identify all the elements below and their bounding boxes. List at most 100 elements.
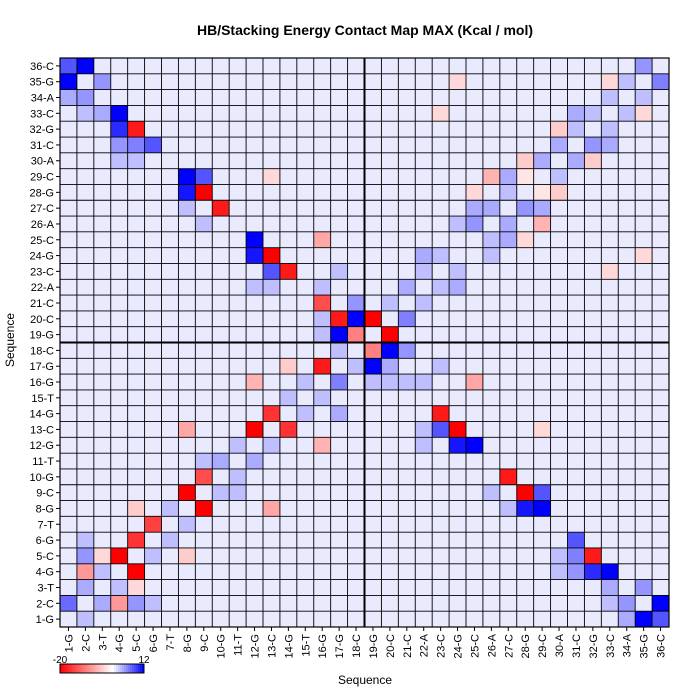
heatmap-cell [652,595,669,612]
heatmap-cell [330,595,348,612]
heatmap-cell [364,532,382,548]
heatmap-cell [127,295,145,311]
heatmap-cell [60,231,77,248]
heatmap-cell [347,484,365,501]
heatmap-cell [635,421,653,438]
heatmap-cell [229,326,247,343]
heatmap-cell [635,279,653,296]
plot-frame [59,57,670,628]
heatmap-cell [635,295,653,311]
heatmap-cell [567,73,585,90]
heatmap-cell [567,58,585,74]
heatmap-cell [330,563,348,580]
heatmap-cell [60,437,77,454]
heatmap-cell [313,105,331,122]
heatmap-cell [212,247,230,264]
heatmap-cell [93,421,111,438]
heatmap-cell [127,73,145,90]
heatmap-cell [567,89,585,106]
heatmap-cell [652,326,669,343]
heatmap-cell [144,500,162,517]
heatmap-cell [76,374,94,390]
heatmap-cell [516,326,534,343]
heatmap-cell [482,437,500,454]
heatmap-cell [398,389,416,406]
heatmap-cell [415,200,433,217]
heatmap-cell [127,137,145,153]
heatmap-cell [516,137,534,153]
heatmap-cell [398,121,416,138]
heatmap-cell [212,532,230,548]
heatmap-cell [76,547,94,564]
heatmap-cell [364,310,382,327]
heatmap-cell [330,389,348,406]
heatmap-cell [229,484,247,501]
heatmap-cell [432,532,450,548]
heatmap-cell [652,437,669,454]
heatmap-cell [364,137,382,153]
x-tick-label: 26-A [486,633,498,657]
heatmap-cell [347,247,365,264]
heatmap-cell [110,563,128,580]
heatmap-cell [263,295,280,311]
heatmap-cell [263,532,280,548]
y-tick-label: 19-G [30,330,54,342]
heatmap-cell [601,374,619,390]
heatmap-cell [313,532,331,548]
heatmap-cell [144,295,162,311]
heatmap-cell [212,216,230,232]
heatmap-cell [415,342,433,359]
y-tick-label: 1-G [36,614,54,626]
heatmap-cell [127,216,145,232]
heatmap-cell [161,516,179,533]
heatmap-cell [229,611,247,627]
heatmap-cell [76,152,94,169]
heatmap-cell [652,295,669,311]
heatmap-cell [567,137,585,153]
heatmap-cell [93,231,111,248]
heatmap-cell [567,563,585,580]
heatmap-cell [246,184,263,201]
heatmap-cell [398,231,416,248]
heatmap-cell [212,437,230,454]
heatmap-cell [76,200,94,217]
heatmap-cell [178,468,196,485]
legend-swatch [126,664,129,673]
heatmap-cell [313,247,331,264]
heatmap-cell [93,532,111,548]
heatmap-cell [144,184,162,201]
heatmap-cell [432,58,450,74]
heatmap-cell [618,421,636,438]
heatmap-cell [161,184,179,201]
heatmap-cell [364,73,382,90]
heatmap-cell [313,89,331,106]
heatmap-cell [60,579,77,596]
heatmap-cell [347,421,365,438]
legend-swatch [60,664,63,673]
heatmap-cell [601,105,619,122]
heatmap-cell [635,73,653,90]
heatmap-cell [246,579,263,596]
heatmap-cell [398,500,416,517]
heatmap-cell [161,326,179,343]
heatmap-cell [161,200,179,217]
heatmap-cell [93,516,111,533]
heatmap-cell [415,563,433,580]
heatmap-cell [550,374,568,390]
heatmap-cell [635,184,653,201]
heatmap-cell [635,247,653,264]
heatmap-cell [347,326,365,343]
heatmap-cell [499,374,517,390]
heatmap-cell [482,500,500,517]
heatmap-cell [652,453,669,469]
heatmap-cell [76,89,94,106]
heatmap-cell [161,121,179,138]
heatmap-cell [178,152,196,169]
heatmap-cell [466,500,483,517]
y-tick-label: 23-C [30,266,54,278]
heatmap-cell [313,437,331,454]
heatmap-cell [229,405,247,422]
heatmap-cell [347,152,365,169]
heatmap-cell [229,247,247,264]
heatmap-cell [195,405,213,422]
